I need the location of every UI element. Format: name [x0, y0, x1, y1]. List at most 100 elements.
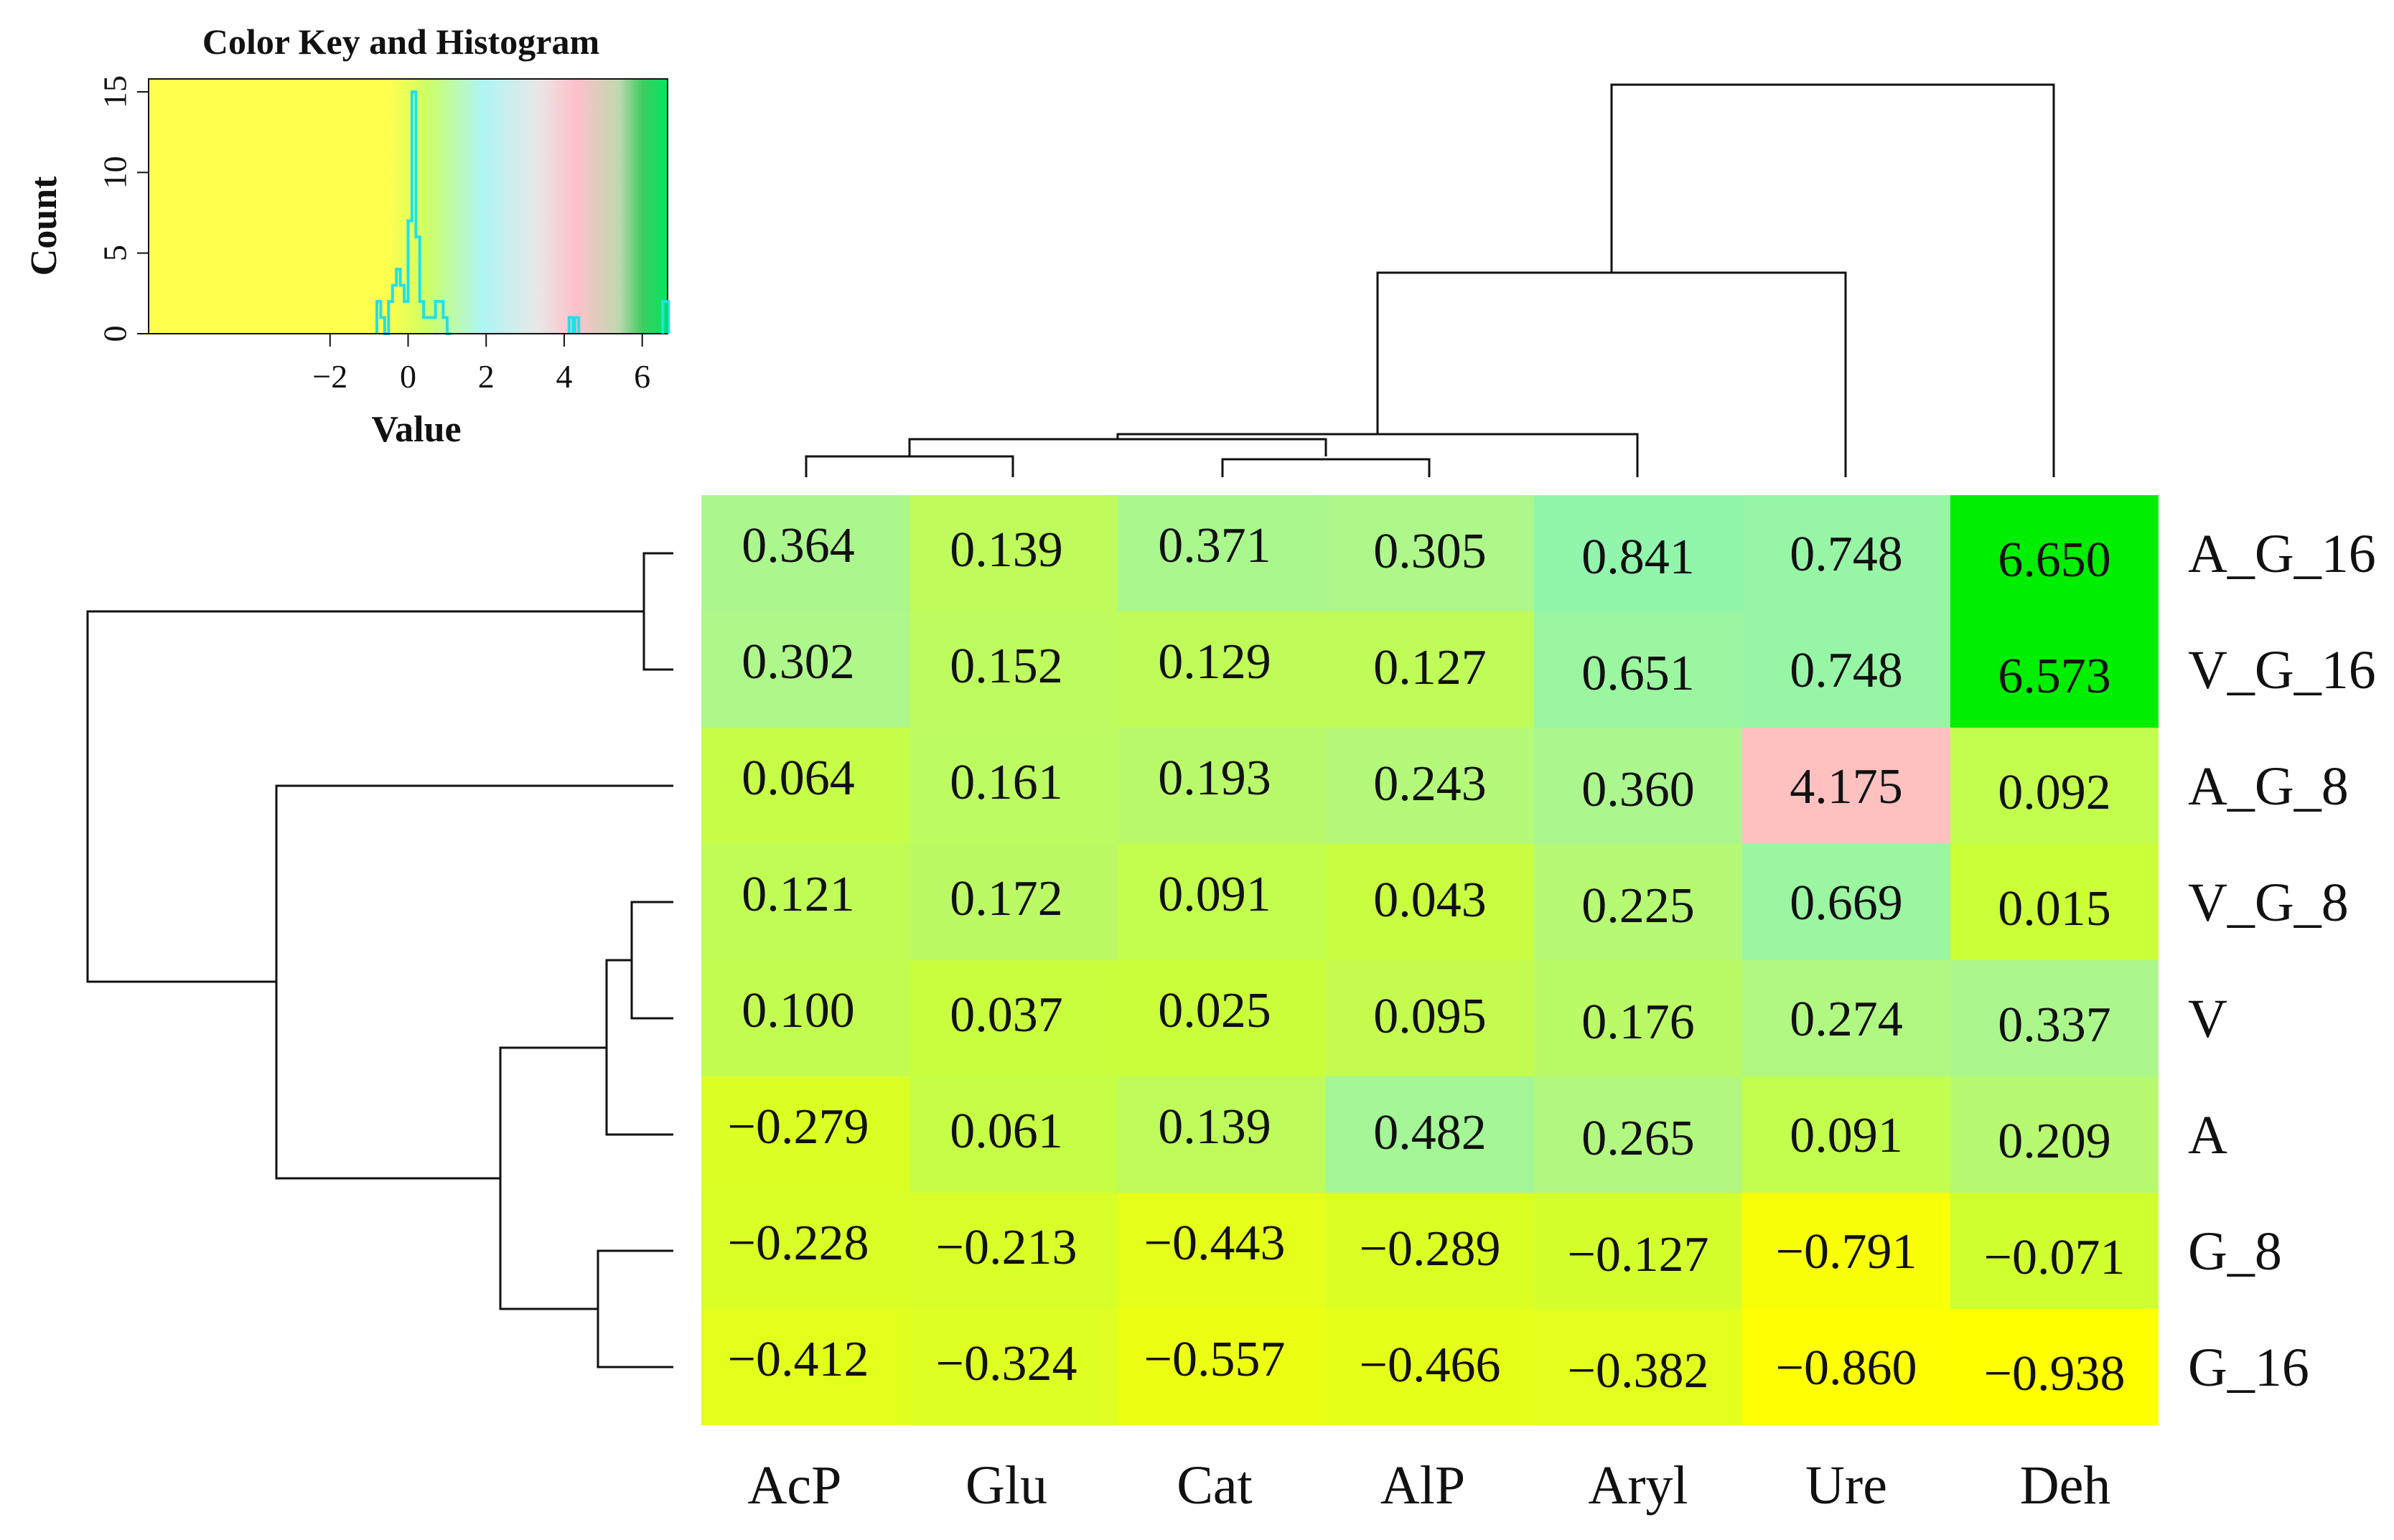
- heatmap-cell-value: 0.127: [1373, 640, 1487, 695]
- color-key-y-tick-label: 0: [97, 326, 134, 342]
- color-key-y-tick-label: 5: [97, 245, 134, 261]
- column-dendrogram: [805, 83, 2055, 477]
- heatmap-cell: [1118, 1309, 1326, 1425]
- heatmap-cell: [701, 844, 910, 960]
- heatmap-cell: [910, 1309, 1118, 1425]
- heatmap-cell: [1326, 1076, 1534, 1193]
- column-label: Ure: [1805, 1455, 1887, 1516]
- heatmap-cell: [1742, 495, 1950, 611]
- color-key: Color Key and Histogram −2 0 2 4 6 Value 0 5 10 15…: [24, 22, 670, 450]
- heatmap-cell: [910, 728, 1118, 844]
- heatmap-cell-value: 0.172: [950, 871, 1063, 926]
- heatmap-cell: [1950, 1076, 2159, 1193]
- column-dendrogram-branch: [1610, 83, 2055, 477]
- heatmap-cell-value: 6.573: [1998, 649, 2111, 704]
- heatmap-cell: [1326, 1309, 1534, 1425]
- heatmap-cell: [1326, 611, 1534, 728]
- heatmap-cell-value: 0.274: [1790, 992, 1903, 1047]
- heatmap-cell-value: 0.061: [950, 1104, 1063, 1159]
- heatmap-cell: [1534, 1193, 1742, 1309]
- heatmap-cell: [1950, 960, 2159, 1076]
- heatmap-cell-value: 4.175: [1790, 759, 1903, 814]
- heatmap-cell-value: −0.228: [728, 1216, 869, 1271]
- heatmap-cell: [1742, 960, 1950, 1076]
- heatmap-cell: [1950, 844, 2159, 960]
- heatmap-cell-value: 0.243: [1373, 756, 1487, 812]
- heatmap-cell: [1742, 1193, 1950, 1309]
- heatmap-cell: [1742, 611, 1950, 728]
- heatmap-cell-value: 0.651: [1581, 646, 1695, 701]
- histogram-outlier: [661, 300, 670, 334]
- heatmap-cell: [1118, 844, 1326, 960]
- column-labels: AcP Glu Cat AlP Aryl Ure Deh: [748, 1455, 2111, 1516]
- heatmap-cell: [701, 728, 910, 844]
- row-label: V_G_8: [2188, 873, 2349, 933]
- heatmap-cell: [1534, 728, 1742, 844]
- heatmap-cell: [1326, 844, 1534, 960]
- heatmap-cell: [1950, 728, 2159, 844]
- heatmap-cell-value: 0.015: [1998, 881, 2111, 936]
- heatmap-cell-value: 0.209: [1998, 1114, 2111, 1169]
- heatmap-cell-value: 0.129: [1158, 634, 1271, 690]
- heatmap-cell-value: 0.037: [950, 987, 1063, 1043]
- heatmap-cell: [701, 1309, 910, 1425]
- heatmap-cell: [1950, 1193, 2159, 1309]
- row-label: V_G_16: [2188, 640, 2376, 700]
- heatmap-cell-value: −0.324: [936, 1336, 1077, 1391]
- color-key-x-tick-label: 4: [556, 358, 572, 395]
- row-dendrogram-branch: [86, 610, 644, 983]
- heatmap-cell: [701, 611, 910, 728]
- heatmap-cell: [1326, 495, 1534, 611]
- heatmap-cell: [701, 495, 910, 611]
- heatmap-cell-value: −0.071: [1984, 1230, 2126, 1285]
- heatmap-cell-value: 0.265: [1581, 1111, 1695, 1166]
- heatmap-cell: [701, 960, 910, 1076]
- color-key-x-label: Value: [371, 409, 461, 450]
- column-label: Aryl: [1588, 1455, 1688, 1516]
- heatmap-cell-value: −0.279: [728, 1099, 869, 1155]
- column-dendrogram-branch: [1376, 271, 1847, 477]
- column-label: AlP: [1380, 1455, 1465, 1516]
- row-dendrogram-branch: [605, 959, 673, 1136]
- row-label: V: [2188, 989, 2227, 1049]
- heatmap-cell-value: −0.412: [728, 1332, 869, 1387]
- heatmap-cell-value: 0.176: [1581, 995, 1695, 1050]
- row-label: A_G_16: [2188, 524, 2376, 584]
- heatmap-cell: [910, 844, 1118, 960]
- heatmap-cell-value: 0.305: [1373, 524, 1487, 579]
- heatmap-cell-value: 0.748: [1790, 643, 1903, 698]
- heatmap-cell-value: 0.748: [1790, 527, 1903, 582]
- color-key-y-tick-label: 15: [97, 75, 134, 108]
- heatmap-cell-value: 0.064: [742, 751, 855, 806]
- row-dendrogram-branch: [642, 552, 673, 671]
- heatmap-cell-value: 0.302: [742, 634, 855, 690]
- color-key-y-tick-label: 10: [97, 156, 134, 189]
- heatmap-cell-value: 0.092: [1998, 765, 2111, 820]
- heatmap-cell: [1950, 611, 2159, 728]
- heatmap-cells: 0.364 0.139 0.371 0.305 0.841 0.748 6.650 0.302…: [701, 495, 2159, 1425]
- heatmap-cell-value: 6.650: [1998, 532, 2111, 588]
- heatmap-cell-value: −0.127: [1568, 1227, 1709, 1282]
- heatmap-cell-value: −0.860: [1776, 1341, 1917, 1396]
- heatmap-cell: [910, 495, 1118, 611]
- row-label: A: [2188, 1105, 2227, 1165]
- heatmap-cell-value: −0.466: [1360, 1338, 1501, 1393]
- heatmap-cell-value: 0.095: [1373, 989, 1487, 1044]
- heatmap-cell-value: 0.225: [1581, 878, 1695, 934]
- row-dendrogram-branch: [630, 901, 673, 1020]
- histogram-outlier: [571, 316, 581, 334]
- heatmap-cell: [1326, 1193, 1534, 1309]
- color-key-y-label: Count: [24, 176, 65, 276]
- color-key-x-tick-label: −2: [312, 358, 347, 395]
- heatmap-cell: [1118, 495, 1326, 611]
- heatmap-cell: [1118, 1193, 1326, 1309]
- row-dendrogram: [86, 552, 673, 1368]
- heatmap-cell: [1534, 844, 1742, 960]
- heatmap-cell-value: 0.669: [1790, 875, 1903, 931]
- heatmap-cell-value: 0.139: [1158, 1099, 1271, 1155]
- row-dendrogram-branch: [275, 784, 673, 1180]
- heatmap-cell-value: 0.091: [1790, 1108, 1903, 1163]
- heatmap-cell: [1534, 960, 1742, 1076]
- heatmap-cell: [1534, 1076, 1742, 1193]
- heatmap-cell: [1534, 1309, 1742, 1425]
